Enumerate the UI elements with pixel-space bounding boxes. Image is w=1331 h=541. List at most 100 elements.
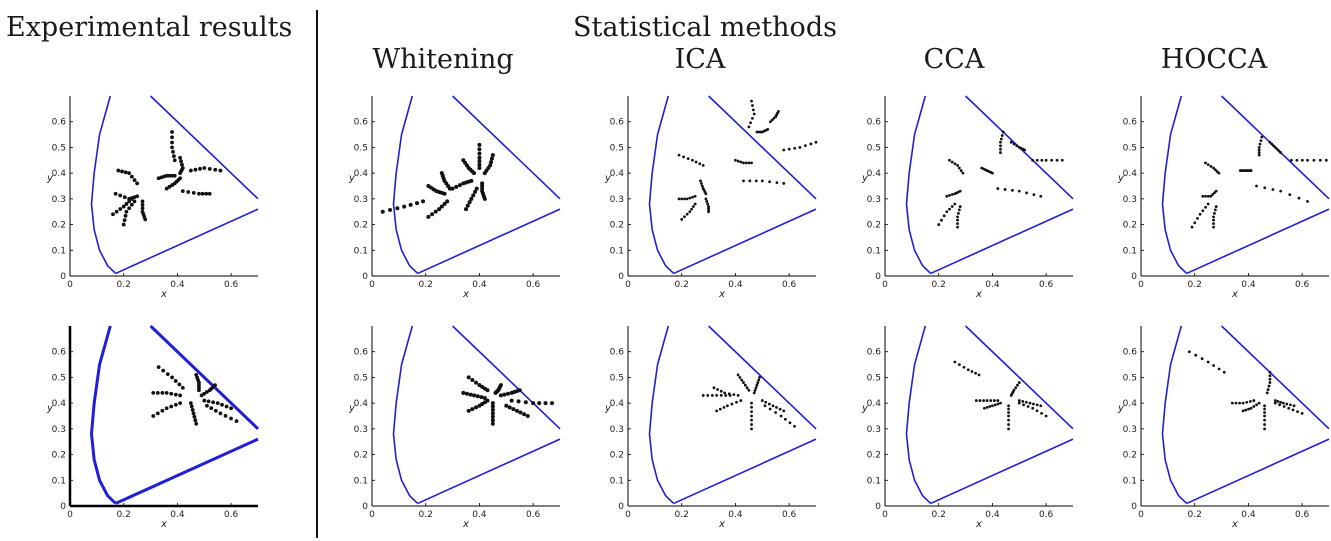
y-tick-label: 0	[362, 502, 368, 512]
data-point	[1211, 193, 1215, 196]
data-point	[211, 400, 216, 405]
data-point	[1255, 403, 1258, 407]
data-point	[408, 202, 413, 207]
data-point	[956, 164, 959, 167]
data-point	[509, 398, 514, 403]
data-point	[782, 409, 786, 413]
y-axis-label: y	[46, 403, 54, 414]
data-point	[1190, 225, 1194, 229]
data-point	[132, 178, 137, 183]
data-point	[1040, 411, 1043, 415]
y-axis-label: y	[348, 403, 356, 414]
data-point	[485, 398, 490, 403]
data-point	[1060, 158, 1064, 162]
data-point	[775, 405, 778, 409]
data-point	[740, 378, 744, 382]
statistical-methods-heading: Statistical methods	[573, 12, 837, 43]
data-point	[754, 179, 758, 183]
data-point	[1263, 407, 1266, 411]
data-point	[1209, 194, 1213, 198]
data-point	[113, 191, 118, 196]
data-point	[1039, 404, 1043, 408]
y-tick-label: 0.4	[610, 399, 625, 409]
data-point	[734, 158, 737, 162]
data-point	[191, 190, 196, 195]
data-point	[1035, 403, 1039, 407]
data-point	[186, 190, 191, 194]
data-point	[164, 186, 169, 191]
data-point	[753, 388, 757, 392]
data-point	[445, 199, 450, 204]
data-point	[974, 399, 978, 402]
data-point	[1306, 200, 1309, 203]
data-point	[457, 183, 462, 188]
data-point	[461, 390, 466, 395]
x-tick-label: 0	[67, 510, 73, 520]
spectral-locus-curve	[1161, 95, 1188, 275]
data-point	[509, 390, 514, 395]
data-point	[691, 195, 694, 199]
data-point	[701, 394, 705, 397]
spectral-locus-curve	[905, 95, 932, 275]
data-point	[439, 204, 444, 209]
spectral-locus-curve	[1161, 325, 1188, 505]
x-tick-label: 0.4	[985, 280, 1000, 290]
data-point	[140, 209, 145, 214]
scatter-panel-whitening-row1: 0 0.1 0.2 0.3 0.4 0.5 0.6 0 0.2 0.4 0.6 x y	[348, 95, 561, 300]
data-point	[750, 423, 753, 426]
x-tick-label: 0	[369, 510, 375, 520]
data-point	[1291, 408, 1295, 412]
section-divider	[316, 10, 318, 538]
data-point	[999, 147, 1002, 151]
data-point	[1263, 427, 1266, 431]
data-point	[160, 408, 165, 413]
data-point	[1196, 217, 1199, 220]
x-tick-label: 0	[625, 510, 631, 520]
data-point	[692, 205, 695, 208]
y-tick-label: 0	[618, 272, 624, 282]
y-tick-label: 0.6	[610, 118, 625, 128]
y-tick-label: 0	[618, 502, 624, 512]
data-point	[1026, 405, 1030, 408]
y-tick-label: 0	[875, 502, 881, 512]
data-point	[151, 414, 156, 418]
data-point	[489, 160, 494, 165]
data-point	[1021, 399, 1025, 403]
data-point	[395, 206, 400, 211]
x-tick-label: 0	[67, 280, 73, 290]
x-tick-label: 0.6	[526, 510, 541, 520]
data-point	[700, 184, 704, 188]
data-point	[787, 147, 791, 151]
data-point	[777, 110, 780, 113]
y-tick-label: 0.2	[610, 451, 624, 461]
y-tick-label: 0.4	[354, 399, 369, 409]
y-tick-label: 0	[1131, 502, 1137, 512]
x-tick-label: 0.6	[782, 280, 797, 290]
data-point	[474, 186, 479, 191]
data-point	[768, 407, 772, 411]
data-point	[171, 154, 176, 159]
data-point	[999, 151, 1002, 154]
spectral-locus-curve	[905, 325, 932, 505]
y-axis-label: y	[348, 173, 356, 184]
data-point	[173, 392, 178, 397]
data-point	[199, 393, 204, 398]
data-point	[814, 140, 818, 144]
data-point	[207, 191, 212, 196]
data-point	[760, 399, 764, 402]
data-point	[716, 388, 719, 391]
y-tick-label: 0	[60, 272, 66, 282]
data-point	[525, 414, 530, 418]
data-point	[173, 402, 178, 407]
data-point	[1288, 193, 1292, 197]
x-axis-label: x	[462, 519, 469, 530]
data-point	[738, 376, 742, 379]
data-point	[698, 162, 702, 166]
data-point	[1025, 191, 1028, 195]
y-tick-label: 0.2	[867, 221, 881, 231]
data-point	[706, 394, 710, 397]
data-point	[957, 208, 961, 212]
x-axis-label: x	[975, 289, 982, 300]
x-axis-label: x	[160, 289, 167, 300]
data-point	[1268, 370, 1272, 374]
